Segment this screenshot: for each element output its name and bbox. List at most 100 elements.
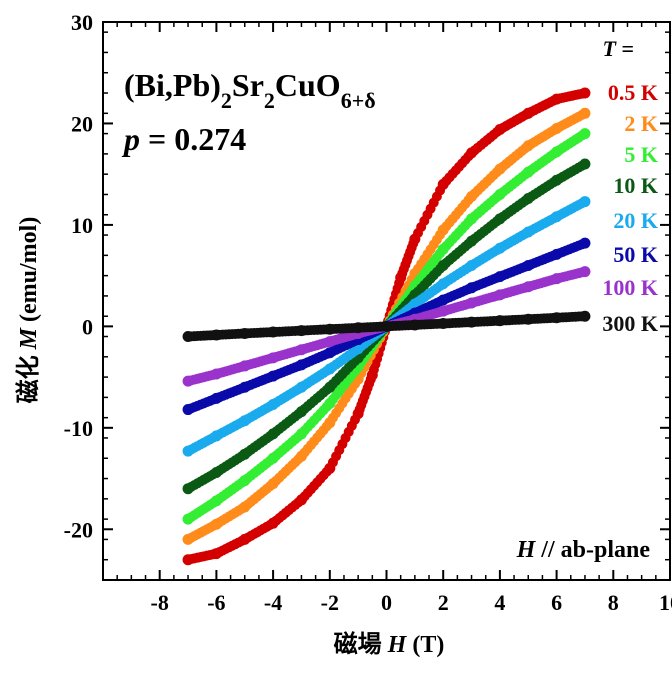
data-point [295,344,307,356]
data-point [522,140,534,152]
data-point [182,483,194,495]
doping-var: p [121,121,140,157]
data-point [352,322,364,334]
data-point [466,235,478,247]
data-point [466,147,478,159]
series-300-K-markers [182,310,591,343]
data-point [267,398,279,410]
data-point [182,554,194,566]
data-point [324,363,336,375]
x-tick-label: 8 [608,590,619,615]
legend-entry: 5 K [624,142,658,167]
y-tick-label: 30 [71,10,93,35]
x-tick-label: 10 [659,590,672,615]
legend-entry: 50 K [613,242,658,267]
data-point [210,329,222,341]
data-point [182,445,194,457]
compound-main: (Bi,Pb) [124,67,221,103]
x-axis-label-var: H [387,632,408,658]
series-10-K-markers [182,158,591,495]
data-point [210,368,222,380]
data-point [466,191,478,203]
data-point [494,213,506,225]
data-point [295,406,307,418]
data-point [267,370,279,382]
data-point [324,336,336,348]
data-point [494,271,506,283]
data-point [551,123,563,135]
data-point [466,282,478,294]
legend: 0.5 K 2 K 5 K 10 K 20 K 50 K 100 K 300 K [602,80,658,336]
data-point [239,381,251,393]
data-point [210,518,222,530]
data-point [267,478,279,490]
x-tick-label: -2 [321,590,339,615]
data-point [295,381,307,393]
series-50-K-markers [182,237,591,416]
data-point [324,347,336,359]
data-point [210,495,222,507]
y-axis-label-var: M [16,326,42,350]
data-point [437,178,449,190]
data-point [437,305,449,317]
series-2-K-markers [182,107,591,545]
data-point [210,548,222,560]
compound-cuo: CuO [275,67,341,103]
data-point [494,242,506,254]
compound-sub3: 6+δ [341,88,376,113]
compound-sub1: 2 [221,88,232,113]
doping-annotation: p = 0.274 [121,121,246,157]
data-point [239,448,251,460]
data-point [381,320,392,332]
data-point [551,312,563,324]
data-point [494,163,506,175]
data-point [295,359,307,371]
data-point [366,369,378,381]
data-point [494,124,506,136]
data-point [437,259,449,271]
data-point [267,452,279,464]
data-point [494,315,506,327]
data-point [239,475,251,487]
data-point [551,248,563,260]
data-point [579,158,591,170]
data-point [522,281,534,293]
y-tick-label: -20 [64,517,93,542]
data-point [437,224,449,236]
data-marks-layer [182,87,591,566]
data-point [409,233,421,245]
compound-sub2: 2 [264,88,275,113]
data-point [182,404,194,416]
y-axis-label-text: 磁化 [14,355,42,403]
x-axis-label: 磁場 H (T) [334,630,445,658]
x-axis-label-unit: (T) [412,632,444,658]
doping-value: = 0.274 [148,121,246,157]
data-point [579,107,591,119]
legend-entry: 20 K [613,208,658,233]
x-tick-label: -6 [207,590,225,615]
data-point [239,360,251,372]
data-point [437,278,449,290]
data-point [324,397,336,409]
data-point [551,146,563,158]
data-point [522,107,534,119]
data-point [210,466,222,478]
data-point [466,259,478,271]
data-point [466,213,478,225]
data-point [239,415,251,427]
data-point [579,87,591,99]
x-tick-label: -4 [264,590,282,615]
x-tick-label: -8 [151,590,169,615]
data-point [267,428,279,440]
data-point [324,417,336,429]
data-point [395,272,407,284]
data-point [579,310,591,322]
data-point [522,259,534,271]
data-point [437,318,449,330]
data-point [466,297,478,309]
y-tick-label: 20 [71,111,93,136]
data-point [437,243,449,255]
field-orientation-note: H // ab-plane [516,537,651,563]
